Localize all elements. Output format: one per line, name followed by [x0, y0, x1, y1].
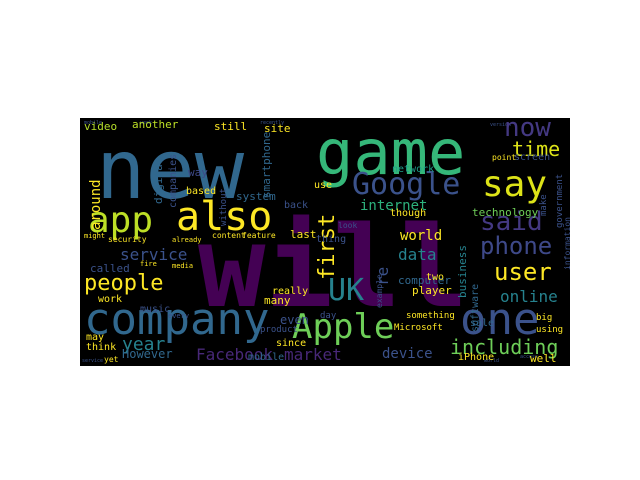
word-device: device	[382, 346, 433, 362]
word-example: example	[375, 274, 384, 308]
word-now: now	[504, 118, 551, 143]
word-without: without	[219, 188, 229, 226]
word-one: one	[460, 294, 539, 345]
word-another: another	[132, 118, 179, 131]
word-two: two	[426, 272, 444, 283]
word-re: re	[373, 267, 392, 286]
word-well: well	[530, 352, 557, 365]
word-time: time	[512, 137, 560, 161]
word-also: also	[176, 194, 272, 240]
word-year: year	[122, 334, 166, 355]
word-yet: yet	[104, 355, 119, 364]
word-media: media	[172, 262, 193, 270]
word-point: point	[492, 153, 516, 162]
word-people: people	[84, 271, 163, 296]
word-music: music	[140, 304, 170, 315]
word-computer: computer	[398, 274, 451, 287]
word-mobile: mobile	[248, 352, 284, 363]
word-microsoft: Microsoft	[394, 323, 443, 333]
word-government: government	[555, 174, 565, 228]
word-filler: mobile	[84, 120, 102, 126]
word-might: might	[84, 232, 105, 240]
word-filler: version	[490, 122, 511, 128]
word-every: every	[168, 312, 189, 320]
word-user: user	[494, 258, 552, 286]
word-information: information	[563, 217, 570, 270]
word-software: software	[470, 284, 481, 332]
word-network: network	[392, 164, 434, 175]
word-many: many	[264, 294, 291, 307]
word-video: video	[84, 120, 117, 133]
word-based: based	[186, 186, 216, 197]
word-iphone: iPhone	[458, 352, 494, 363]
word-using: using	[536, 325, 563, 335]
word-said: said	[480, 207, 543, 237]
word-filler: access	[520, 354, 538, 360]
word-fire: fire	[140, 260, 157, 268]
word-since: since	[276, 338, 306, 349]
word-around: around	[88, 179, 104, 230]
word-including: including	[450, 335, 558, 359]
word-still: still	[214, 120, 247, 133]
word-service: service	[120, 245, 187, 264]
word-screen: screen	[514, 152, 550, 163]
word-smartphone: smartphone	[260, 132, 273, 198]
word-phone: phone	[480, 232, 552, 260]
word-though: though	[390, 208, 426, 219]
word-company: company	[84, 294, 269, 345]
word-digital: digital	[152, 158, 165, 204]
word-game: game	[316, 118, 465, 189]
word-cloud-background	[80, 118, 570, 366]
word-will: will	[198, 203, 468, 333]
word-uk: UK	[328, 273, 364, 308]
word-facebook: Facebook	[196, 345, 273, 364]
word-google: Google	[352, 167, 460, 202]
word-online: online	[500, 287, 558, 306]
word-player: player	[412, 284, 452, 297]
word-called: called	[90, 262, 130, 275]
word-think: think	[86, 342, 116, 353]
word-sale: sale	[470, 318, 494, 329]
word-filler: service	[82, 358, 103, 364]
word-even: even	[280, 313, 309, 327]
word-something: something	[406, 311, 455, 321]
word-look: look	[338, 221, 357, 230]
word-back: back	[284, 200, 308, 211]
word-really: really	[272, 286, 308, 297]
word-site: site	[264, 122, 291, 135]
word-big: big	[536, 313, 552, 323]
word-way: way	[188, 166, 208, 179]
word-app: app	[88, 200, 153, 241]
word-filler: week	[140, 120, 152, 126]
word-last: last	[290, 228, 317, 241]
word-apple: Apple	[292, 307, 394, 347]
word-first: first	[315, 214, 340, 280]
word-system: system	[236, 190, 276, 203]
word-data: data	[398, 245, 437, 264]
word-world: world	[400, 228, 442, 244]
word-make: make	[539, 194, 549, 216]
word-say: say	[482, 164, 547, 205]
word-may: may	[86, 332, 104, 343]
word-product: product	[260, 325, 298, 335]
word-however: However	[122, 347, 173, 361]
word-use: use	[314, 180, 332, 191]
word-technology: technology	[472, 206, 539, 219]
word-internet: internet	[360, 198, 427, 214]
word-cloud: mobile week recently version access serv…	[80, 118, 570, 366]
word-thing: thing	[316, 234, 346, 245]
word-new: new	[96, 123, 245, 218]
word-security: security	[108, 235, 147, 244]
word-already: already	[172, 236, 202, 244]
word-filler: world	[484, 358, 499, 364]
word-day: day	[320, 311, 337, 321]
word-companies: companies	[168, 154, 179, 208]
word-content: content	[212, 231, 246, 240]
word-business: business	[456, 245, 469, 298]
word-market: market	[284, 345, 342, 364]
word-feature: feature	[242, 231, 276, 240]
word-work: work	[98, 294, 122, 305]
word-filler: recently	[260, 120, 284, 126]
